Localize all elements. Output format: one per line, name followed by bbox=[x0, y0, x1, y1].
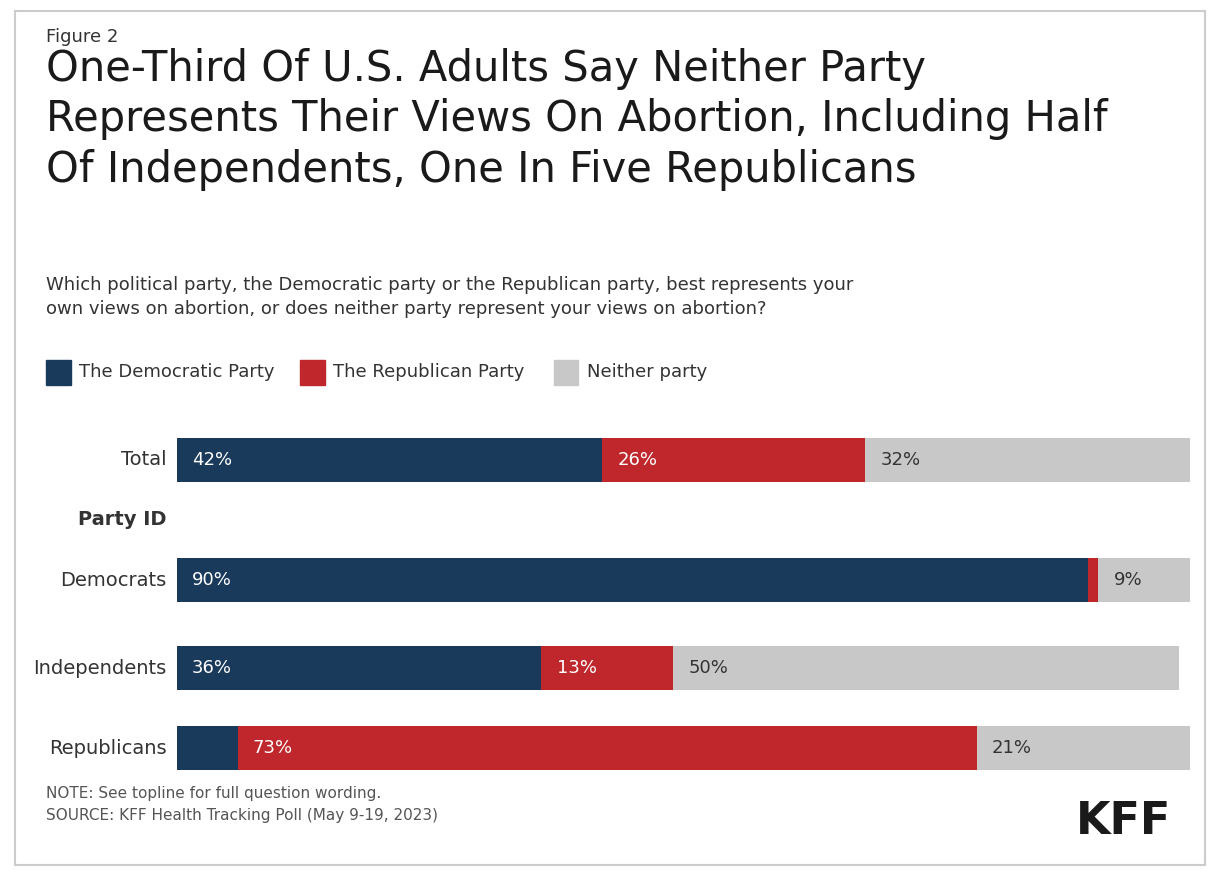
Text: The Republican Party: The Republican Party bbox=[333, 364, 525, 381]
Bar bbox=[977, 726, 1190, 770]
Bar bbox=[177, 726, 238, 770]
Bar bbox=[603, 438, 865, 482]
Text: Independents: Independents bbox=[33, 659, 167, 678]
Bar bbox=[865, 438, 1190, 482]
Text: Total: Total bbox=[121, 450, 167, 470]
Bar bbox=[177, 558, 1088, 602]
Bar bbox=[1098, 558, 1190, 602]
Text: 50%: 50% bbox=[688, 659, 728, 677]
Text: 32%: 32% bbox=[881, 451, 921, 469]
Text: 90%: 90% bbox=[192, 571, 232, 589]
Text: 21%: 21% bbox=[992, 739, 1032, 758]
Text: Democrats: Democrats bbox=[61, 570, 167, 590]
Bar bbox=[177, 438, 603, 482]
Text: 36%: 36% bbox=[192, 659, 232, 677]
Bar bbox=[238, 726, 977, 770]
Text: NOTE: See topline for full question wording.
SOURCE: KFF Health Tracking Poll (M: NOTE: See topline for full question word… bbox=[46, 787, 438, 823]
Bar bbox=[177, 646, 542, 690]
Text: The Democratic Party: The Democratic Party bbox=[79, 364, 274, 381]
Text: KFF: KFF bbox=[1076, 800, 1171, 843]
Bar bbox=[1088, 558, 1098, 602]
Bar bbox=[542, 646, 673, 690]
Bar bbox=[673, 646, 1180, 690]
Text: 42%: 42% bbox=[192, 451, 232, 469]
Text: One-Third Of U.S. Adults Say Neither Party
Represents Their Views On Abortion, I: One-Third Of U.S. Adults Say Neither Par… bbox=[46, 48, 1108, 191]
Text: 13%: 13% bbox=[556, 659, 597, 677]
Text: 26%: 26% bbox=[617, 451, 658, 469]
Text: Figure 2: Figure 2 bbox=[46, 28, 118, 46]
Text: 9%: 9% bbox=[1114, 571, 1142, 589]
Text: Which political party, the Democratic party or the Republican party, best repres: Which political party, the Democratic pa… bbox=[46, 276, 854, 318]
Text: Republicans: Republicans bbox=[49, 738, 167, 758]
Text: Neither party: Neither party bbox=[587, 364, 708, 381]
Text: 73%: 73% bbox=[253, 739, 293, 758]
Text: Party ID: Party ID bbox=[78, 511, 167, 529]
